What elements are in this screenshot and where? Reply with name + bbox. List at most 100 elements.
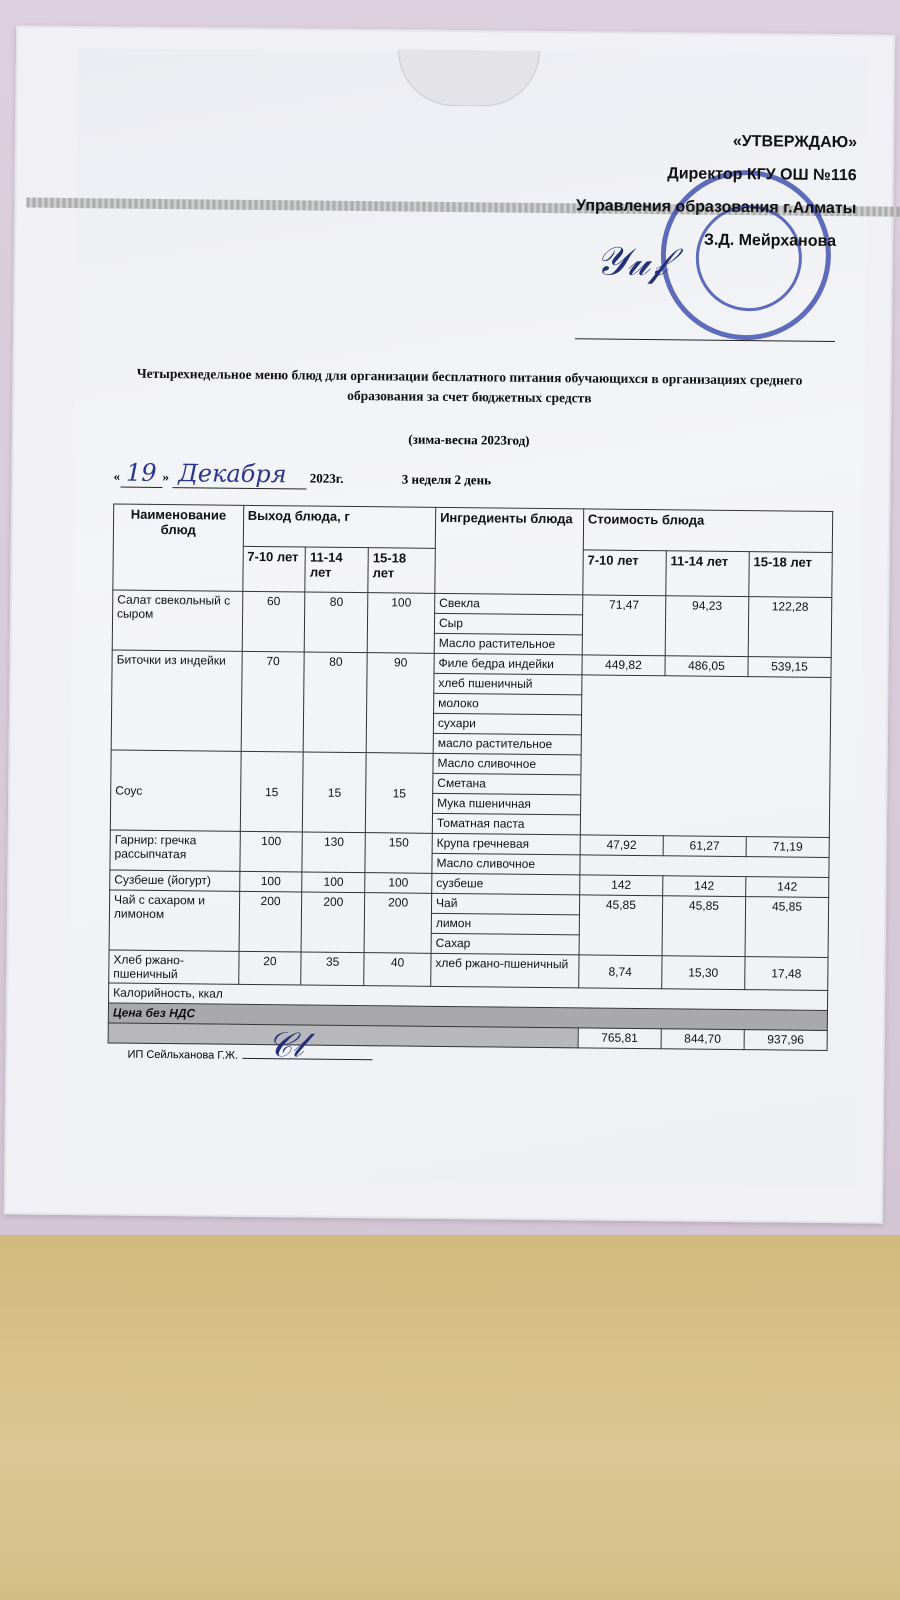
cost-age1: 71,47 xyxy=(582,594,666,656)
empty-cost-cell xyxy=(580,674,831,838)
cost-age2: 94,23 xyxy=(665,595,749,657)
ingredient: молоко xyxy=(433,693,582,715)
cost-age2: 142 xyxy=(662,875,746,897)
cost-age2: 45,85 xyxy=(661,895,746,957)
header-dish: Наименование блюд xyxy=(112,503,244,592)
cost-age2: 61,27 xyxy=(662,835,747,857)
header-yield-age2: 11-14 лет xyxy=(305,546,369,593)
holder-notch xyxy=(397,49,541,107)
ingredient: Филе бедра индейки xyxy=(433,653,583,675)
cost-age3: 45,85 xyxy=(744,896,829,958)
yield-age1: 100 xyxy=(239,871,303,892)
ingredient: Масло сливочное xyxy=(432,753,581,775)
yield-age1: 20 xyxy=(238,951,302,985)
approval-department: Управления образования г.Алматы xyxy=(575,197,857,218)
yield-age1: 100 xyxy=(239,831,303,872)
header-cost-age2: 11-14 лет xyxy=(665,550,750,597)
dish-name: Салат свекольный с сыром xyxy=(112,589,243,652)
cost-age1: 449,82 xyxy=(581,654,666,676)
approval-position: Директор КГУ ОШ №116 xyxy=(667,165,857,185)
ingredient: Мука пшеничная xyxy=(432,793,581,815)
ingredient: Крупа гречневая xyxy=(432,833,581,855)
date-year: 2023г. xyxy=(309,470,344,486)
wall xyxy=(0,1235,900,1600)
approval-heading: «УТВЕРЖДАЮ» xyxy=(732,132,858,152)
cost-age1: 8,74 xyxy=(578,954,662,989)
yield-age2: 100 xyxy=(302,871,366,893)
yield-age1: 70 xyxy=(240,651,305,752)
yield-age3: 100 xyxy=(364,872,432,894)
quote-open: « xyxy=(113,468,121,484)
ingredient: Сметана xyxy=(432,773,581,795)
yield-age1: 200 xyxy=(238,891,303,952)
header-yield-age1: 7-10 лет xyxy=(242,546,306,592)
yield-age3: 40 xyxy=(363,952,432,987)
approval-name: З.Д. Мейрханова xyxy=(703,231,837,251)
document-title: Четырехнедельное меню блюд для организац… xyxy=(136,365,803,406)
approval-block: «УТВЕРЖДАЮ» Директор КГУ ОШ №116 Управле… xyxy=(576,123,858,258)
header-ingredients: Ингредиенты блюда xyxy=(434,507,584,595)
cost-age1: 47,92 xyxy=(579,834,664,856)
cost-age1: 142 xyxy=(579,874,663,896)
signer-signature-line xyxy=(242,1057,373,1061)
dish-name: Сузбеше (йогурт) xyxy=(109,869,240,892)
ingredient: хлеб пшеничный xyxy=(433,673,582,695)
cost-age3: 539,15 xyxy=(747,656,832,678)
dish-name: Биточки из индейки xyxy=(111,649,242,752)
cost-age2: 15,30 xyxy=(661,955,745,990)
yield-age2: 35 xyxy=(301,951,365,986)
menu-document: 𝒴𝓊𝒻 «УТВЕРЖДАЮ» Директор КГУ ОШ №116 Упр… xyxy=(26,48,900,1187)
totals-spacer xyxy=(108,1022,579,1048)
dish-name: Соус xyxy=(110,749,241,832)
header-yield: Выход блюда, г xyxy=(242,505,436,549)
header-cost: Стоимость блюда xyxy=(583,508,833,553)
yield-age3: 200 xyxy=(364,892,432,954)
yield-age2: 80 xyxy=(303,651,368,753)
season: (зима-весна 2023год) xyxy=(408,431,530,448)
ingredient: сухари xyxy=(433,713,582,735)
cost-age1: 45,85 xyxy=(578,894,663,956)
total-age3: 937,96 xyxy=(743,1029,828,1051)
ingredient: Сыр xyxy=(434,613,583,635)
quote-close: » xyxy=(162,468,170,485)
yield-age2: 80 xyxy=(304,591,369,653)
yield-age1: 60 xyxy=(241,591,306,652)
empty-cost-cell xyxy=(579,854,830,878)
header-yield-age3: 15-18 лет xyxy=(368,547,436,594)
signer-name: ИП Сейльханова Г.Ж. xyxy=(127,1048,239,1062)
signer-signature-icon: 𝒞𝓁 xyxy=(267,1025,304,1066)
date-month: Декабря xyxy=(172,459,307,490)
header-cost-age1: 7-10 лет xyxy=(582,549,667,596)
cost-age3: 122,28 xyxy=(748,596,832,658)
yield-age1: 15 xyxy=(239,751,304,832)
date-line: «19» Декабря 2023г. 3 неделя 2 день xyxy=(113,458,491,490)
yield-age2: 130 xyxy=(302,831,366,873)
total-age1: 765,81 xyxy=(577,1027,662,1049)
ingredient: Сахар xyxy=(431,933,580,955)
yield-age3: 150 xyxy=(365,832,433,874)
date-day: 19 xyxy=(119,458,163,488)
yield-age3: 90 xyxy=(366,652,435,754)
dish-name: Чай с сахаром и лимоном xyxy=(109,889,240,952)
cost-age2: 486,05 xyxy=(664,655,749,677)
ingredient: хлеб ржано-пшеничный xyxy=(430,953,579,988)
ingredient: масло растительное xyxy=(433,733,582,755)
ingredient: Масло сливочное xyxy=(431,853,580,875)
ingredient: лимон xyxy=(431,913,580,935)
ingredient: Томатная паста xyxy=(432,813,581,835)
total-age2: 844,70 xyxy=(660,1028,745,1050)
cost-age3: 142 xyxy=(745,876,829,898)
yield-age3: 15 xyxy=(365,752,434,834)
signature-line xyxy=(574,338,835,343)
ingredient: Масло растительное xyxy=(434,633,583,655)
signer: ИП Сейльханова Г.Ж. xyxy=(127,1048,373,1064)
yield-age3: 100 xyxy=(367,592,435,654)
cost-age3: 17,48 xyxy=(744,956,829,991)
document-holder: 𝒴𝓊𝒻 «УТВЕРЖДАЮ» Директор КГУ ОШ №116 Упр… xyxy=(3,25,900,1224)
cost-age3: 71,19 xyxy=(745,836,830,858)
week-day: 3 неделя 2 день xyxy=(401,471,492,488)
menu-table: Наименование блюд Выход блюда, г Ингреди… xyxy=(108,503,834,1051)
dish-name: Хлеб ржано-пшеничный xyxy=(108,949,239,985)
ingredient: сузбеше xyxy=(431,873,580,895)
yield-age2: 15 xyxy=(302,751,367,833)
